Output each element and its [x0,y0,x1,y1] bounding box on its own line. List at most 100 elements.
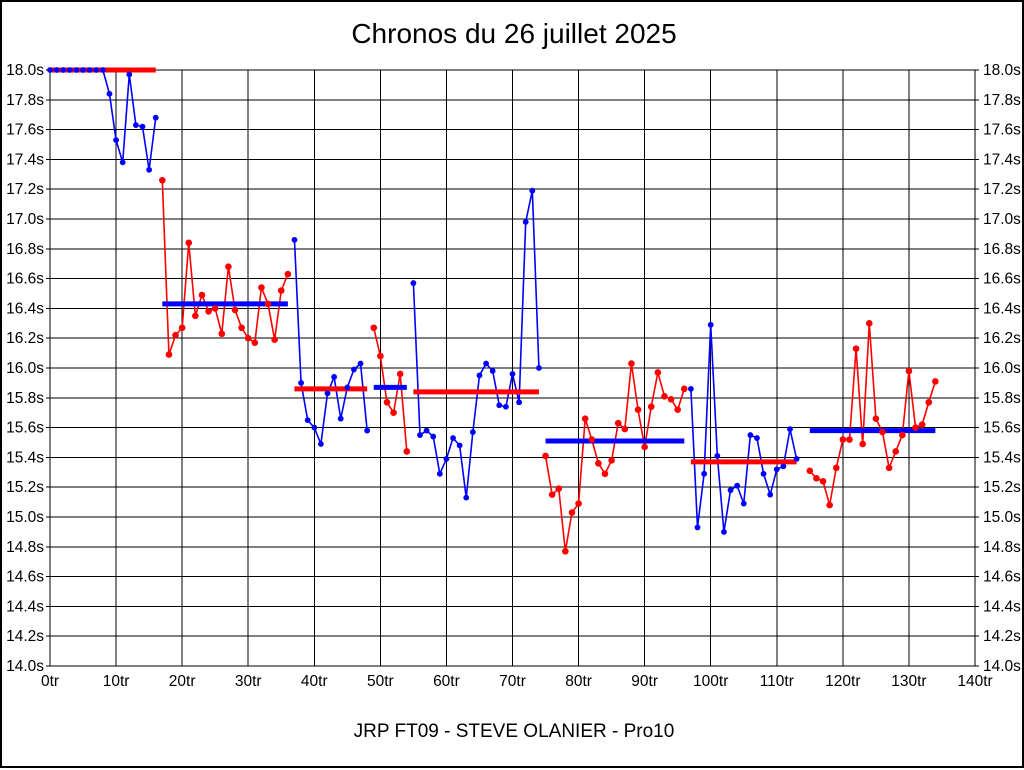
segment-1-point [132,122,139,129]
y-tick-label-left: 15.2s [6,479,44,496]
y-tick-label-right: 15.6s [983,420,1021,437]
segment-6-point [575,500,582,507]
y-tick-label-left: 18.0s [6,62,44,79]
segment-7-point [727,487,734,494]
segment-8-point [932,378,939,385]
y-tick-label-left: 14.0s [6,658,44,675]
y-tick-label-left: 16.8s [6,241,44,258]
y-tick-label-left: 15.6s [6,420,44,437]
x-tick-label: 130tr [891,673,926,690]
segment-8-point [918,421,926,428]
segment-8-point [826,501,833,509]
segment-6-point [601,470,609,478]
segment-5-point [489,368,496,374]
segment-2-point [211,305,219,312]
y-tick-label-left: 17.2s [6,181,44,198]
segment-8-point [852,345,860,352]
y-tick-label-left: 16.6s [6,271,44,288]
segment-8-point [885,464,893,472]
segment-6-point [621,425,629,433]
segment-7-point [793,455,800,462]
y-tick-label-left: 15.0s [6,509,44,526]
x-tick-label: 10tr [103,673,130,690]
segment-7-point [754,435,760,441]
segment-6-point [568,509,576,516]
y-tick-label-right: 15.2s [983,479,1021,496]
x-tick-label: 120tr [825,673,860,690]
x-tick-label: 0tr [41,673,59,690]
segment-6-point [628,360,635,367]
y-tick-label-right: 16.6s [983,271,1021,288]
y-tick-label-right: 14.6s [983,569,1021,586]
segment-5-line [412,189,540,499]
y-tick-label-left: 14.8s [6,539,44,556]
segment-8-point [865,320,873,327]
segment-1-point [106,90,113,97]
y-tick-label-left: 15.8s [6,390,44,407]
segment-6-point [634,406,642,414]
segment-1-point [119,159,126,166]
segment-6-point [588,436,596,443]
segment-6-point [680,385,688,393]
segment-7-point [721,529,727,535]
segment-5-point [423,427,430,434]
segment-6-point [654,369,662,376]
x-tick-label: 100tr [693,673,728,690]
segment-1-point [86,67,93,73]
y-tick-label-left: 15.4s [6,449,44,466]
segment-6-point [608,457,615,464]
y-tick-label-left: 17.8s [6,92,44,109]
segment-3-point [351,366,357,373]
chart-title: Chronos du 26 juillet 2025 [351,18,677,49]
segment-1-point [80,67,86,73]
segment-7-point [694,524,701,531]
segment-1-point [53,67,60,73]
y-tick-label-right: 15.0s [983,509,1021,526]
y-tick-label-right: 15.8s [983,390,1021,407]
segment-5-point [469,429,476,435]
x-tick-label: 20tr [169,673,196,690]
segment-3-point [324,390,331,397]
y-tick-label-left: 17.4s [6,151,44,168]
segment-2-point [192,312,199,320]
segment-4-point [383,398,391,406]
segment-8-point [839,436,847,443]
segment-5-point [450,435,456,441]
segment-6-point [595,460,602,467]
y-tick-label-left: 17.0s [6,211,44,228]
segment-2-point [238,324,245,332]
segment-2-point [159,176,166,184]
segment-5-point [496,402,503,409]
segment-7-point [740,500,747,507]
segment-2-point [198,291,206,299]
segment-5-point [476,372,483,379]
segment-4-point [396,370,404,378]
segment-2-point [178,324,186,332]
segment-6-point [555,485,563,492]
segment-5-point [536,365,542,371]
y-tick-label-left: 14.2s [6,628,44,645]
segment-1-point [60,67,67,73]
segment-3-point [331,374,338,380]
segment-8-point [899,431,906,439]
segment-3-point [291,236,298,243]
segment-2-point [244,334,252,342]
y-tick-label-right: 16.2s [983,330,1021,347]
segment-7-point [780,463,787,470]
segment-5-point [509,371,516,377]
segment-3-line [293,239,368,445]
x-tick-label: 50tr [367,673,394,690]
y-tick-label-right: 14.4s [983,598,1021,615]
segment-2-point [251,339,259,346]
segment-3-point [317,441,324,447]
segment-3-point [344,384,351,391]
y-tick-label-left: 14.4s [6,598,44,615]
segment-6-point [661,393,668,400]
segment-1-point [113,137,119,143]
y-tick-label-right: 17.4s [983,151,1021,168]
segment-4-point [390,409,397,417]
segment-5-point [463,494,470,501]
y-tick-label-right: 17.0s [983,211,1021,228]
segment-5-point [443,455,450,462]
segment-3-point [357,360,364,367]
